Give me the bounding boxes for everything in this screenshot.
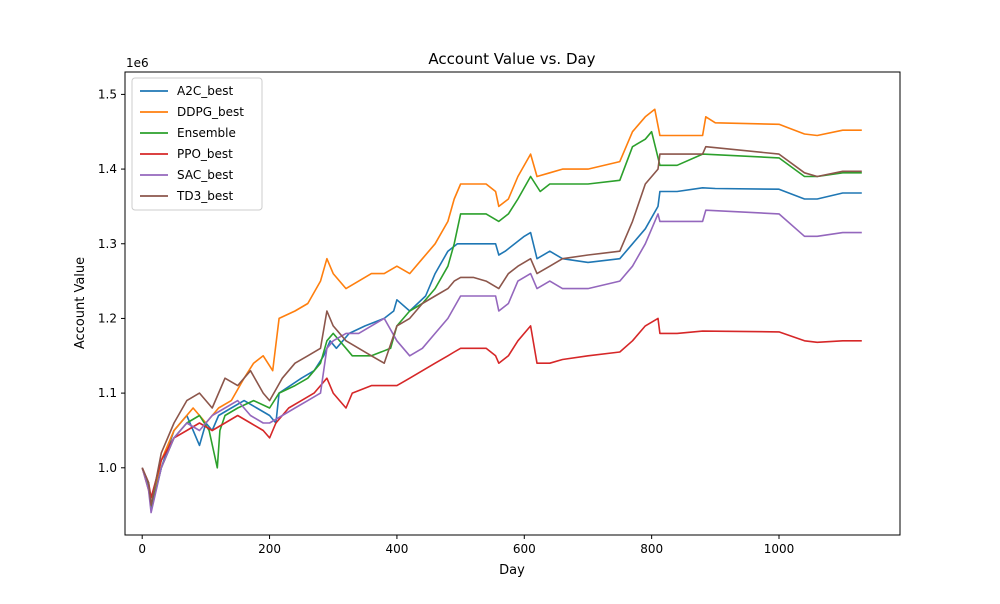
y-tick-label: 1.1 [98, 386, 117, 400]
y-tick-label: 1.2 [98, 311, 117, 325]
series-line-td3-best [141, 145, 862, 506]
legend: A2C_best DDPG_best Ensemble PPO_best SAC_bes… [131, 77, 263, 211]
legend-box [131, 77, 263, 211]
x-axis-label: Day [499, 563, 525, 578]
y-axis-offset-label: 1e6 [126, 56, 149, 70]
chart-title: Account Value vs. Day [428, 50, 595, 68]
series-line-ppo-best [141, 317, 862, 499]
legend-entry-label: Ensemble [177, 126, 236, 140]
y-tick-label: 1.3 [98, 237, 117, 251]
x-tick-label: 0 [138, 542, 146, 556]
axes: 0 200 400 600 800 1000 1.0 1.1 1.2 1.3 1.4 1.5 [98, 71, 901, 556]
legend-entry-label: PPO_best [177, 147, 233, 161]
y-tick-label: 1.5 [98, 87, 117, 101]
plot-lines [141, 108, 862, 514]
legend-entry-label: TD3_best [176, 189, 233, 203]
x-tick-label: 200 [258, 542, 281, 556]
y-tick-label: 1.4 [98, 162, 117, 176]
series-line-a2c-best [141, 187, 862, 510]
legend-entry-label: DDPG_best [177, 105, 244, 119]
x-tick-label: 800 [640, 542, 663, 556]
plot-area-frame [124, 71, 901, 536]
x-tick-label: 400 [385, 542, 408, 556]
legend-entry-label: A2C_best [177, 84, 233, 98]
x-tick-label: 1000 [764, 542, 795, 556]
legend-entry-label: SAC_best [177, 168, 233, 182]
y-axis-label: Account Value [73, 257, 88, 349]
x-tick-label: 600 [513, 542, 536, 556]
y-tick-label: 1.0 [98, 461, 117, 475]
series-line-sac-best [141, 209, 862, 514]
